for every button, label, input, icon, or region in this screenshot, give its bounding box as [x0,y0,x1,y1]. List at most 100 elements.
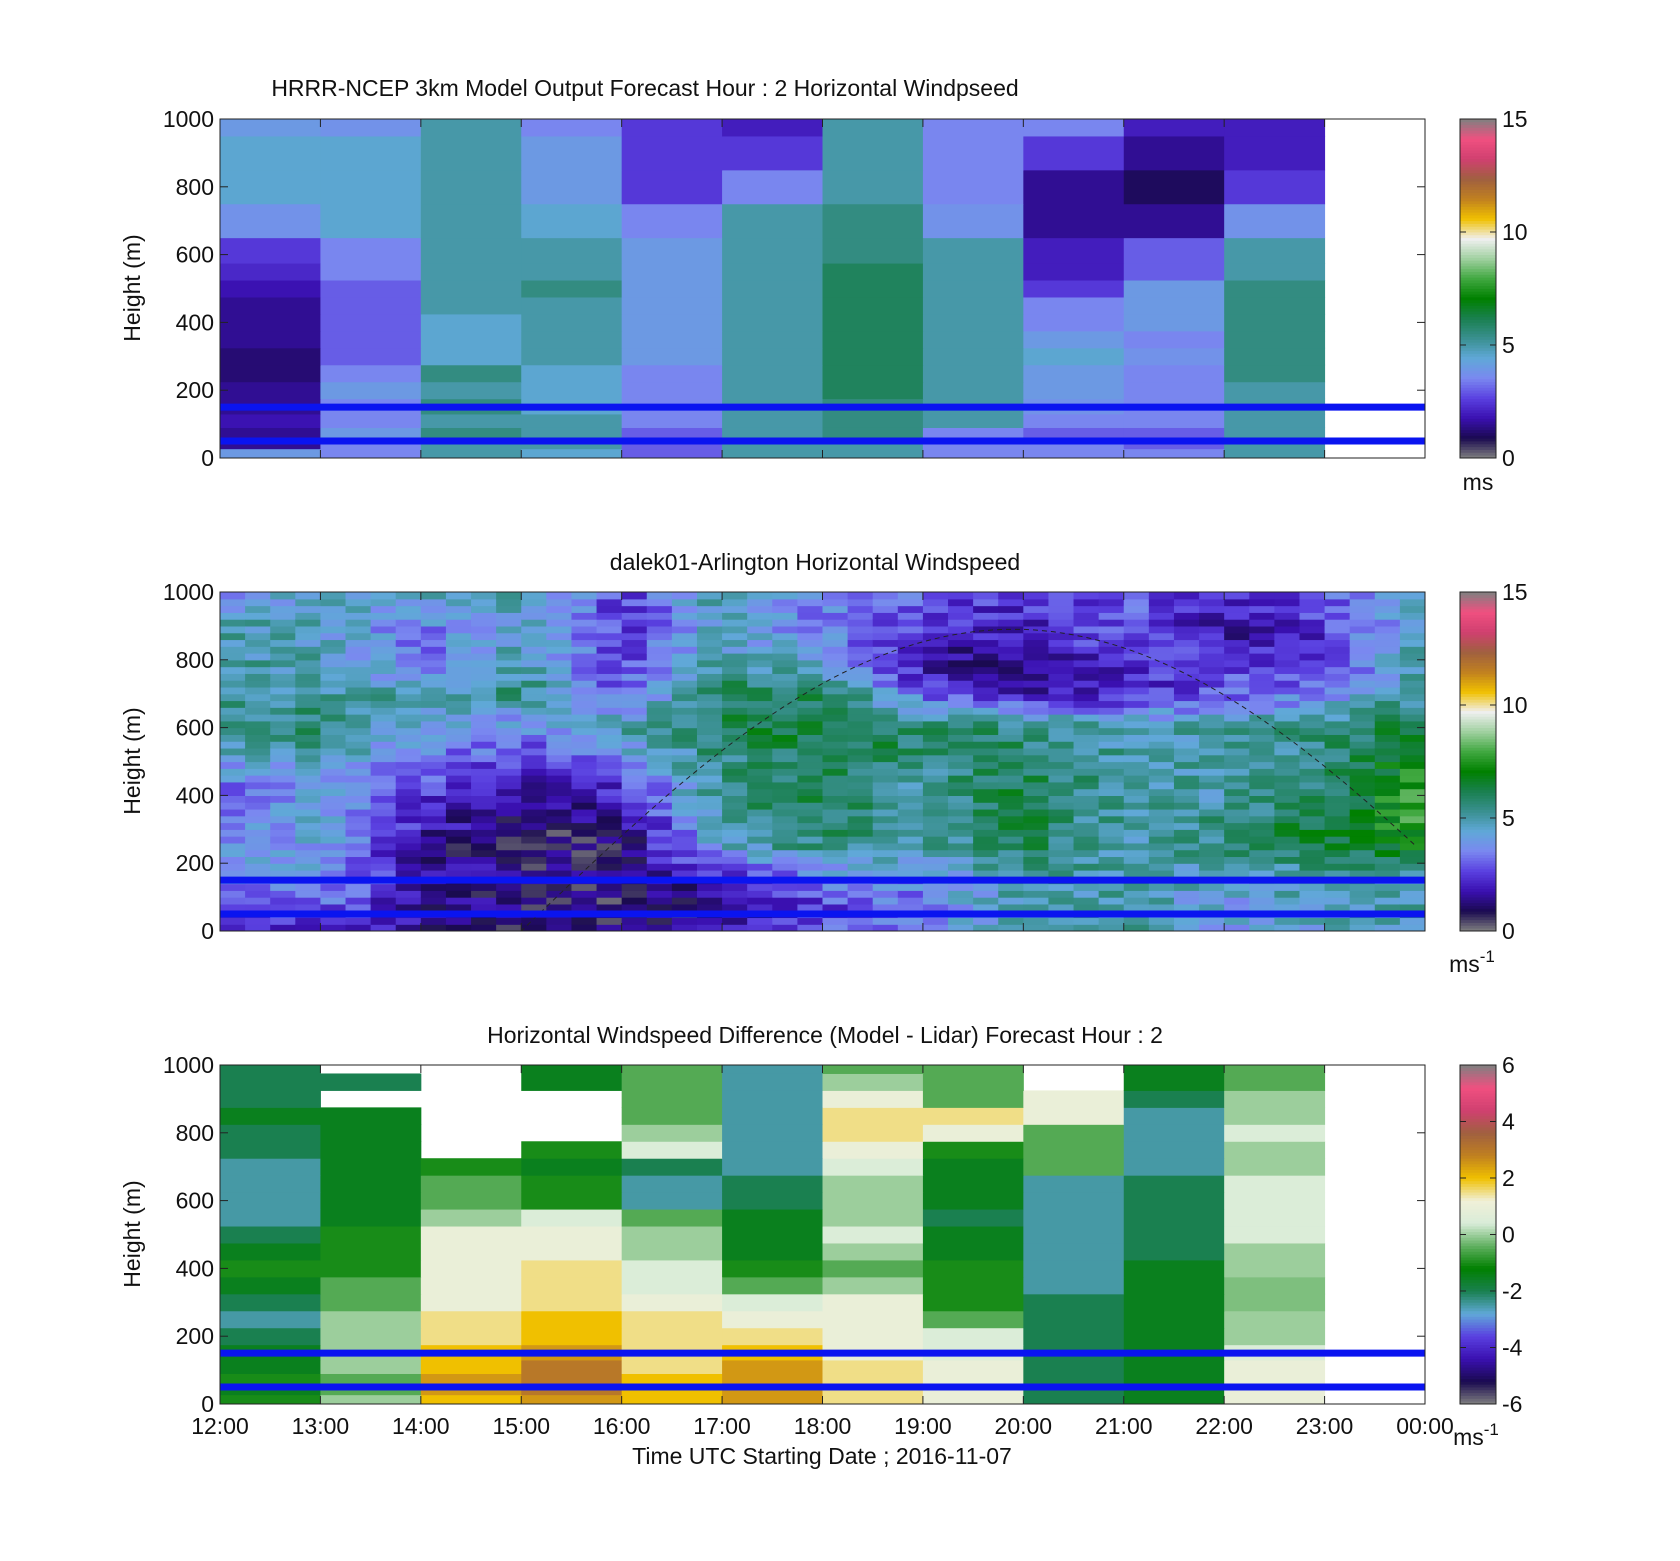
heat-cell [245,856,271,864]
heat-cell [772,829,798,837]
heat-cell [1073,903,1100,912]
heat-cell [1349,917,1376,925]
y-tick-label: 0 [201,1391,214,1417]
heat-cell [1224,714,1250,722]
colorbar-swatch [1460,846,1496,850]
heat-cell [1023,842,1050,851]
heat-cell [1249,754,1275,763]
heat-cell [621,1192,723,1210]
heat-cell [445,775,472,783]
heat-cell [1324,707,1351,715]
heat-cell [1199,788,1225,796]
heat-cell [922,1124,1024,1142]
heat-cell [621,1242,723,1261]
heat-cell [998,802,1024,810]
colorbar-swatch [1460,319,1496,323]
heat-cell [1173,700,1200,708]
heat-cell [345,598,372,607]
heat-cell [320,313,422,332]
heat-cell [671,836,698,844]
heat-cell [395,605,422,613]
heat-cell [1399,673,1425,681]
heat-cell [847,700,874,708]
heat-cell [220,829,246,837]
heat-cell [295,863,322,871]
heat-cell [420,808,447,817]
heat-cell [973,653,999,661]
heat-cell [521,625,547,634]
colorbar-swatch [1460,665,1496,669]
heat-cell [1048,768,1075,776]
x-tick-label: 17:00 [693,1413,751,1439]
heat-cell [948,761,974,769]
heat-cell [948,700,974,708]
heat-cell [922,592,949,600]
heat-cell [1274,605,1301,613]
heat-cell [1173,592,1200,600]
heat-cell [245,754,271,763]
colorbar-swatch [1460,418,1496,422]
colorbar-swatch [1460,1310,1496,1314]
heat-cell [571,903,598,912]
heat-cell [897,842,924,851]
heat-cell [1073,924,1100,931]
heat-cell [521,1394,623,1404]
heat-cell [1224,237,1326,264]
heat-cell [1073,897,1100,905]
heat-cell [471,639,497,647]
heat-cell [521,381,623,400]
heat-cell [973,673,999,681]
heat-cell [320,700,347,708]
heat-cell [1048,653,1075,661]
heat-cell [1123,1242,1225,1261]
colorbar-swatch [1460,313,1496,318]
colorbar-swatch [1460,1370,1496,1374]
colorbar-swatch [1460,452,1496,456]
heat-cell [1123,1327,1225,1346]
heat-cell [1299,829,1326,837]
heat-cell [420,1310,522,1329]
colorbar-swatch [1460,316,1496,320]
heat-cell [1224,707,1250,715]
colorbar-swatch [1460,1101,1496,1105]
heat-cell [1173,632,1200,641]
heat-cell [445,903,472,912]
heat-cell [897,822,924,830]
heat-cell [1349,829,1376,837]
heat-cell [1123,169,1225,205]
heat-cell [1123,1293,1225,1312]
heat-cell [696,714,723,722]
heat-cell [596,815,623,824]
heat-cell [1098,625,1125,634]
heat-cell [948,666,974,674]
heat-cell [1349,781,1376,790]
heat-cell [646,598,673,607]
heat-cell [1274,707,1301,715]
heat-cell [747,741,773,749]
heat-cell [1249,842,1275,851]
heat-cell [922,119,1024,137]
heat-cell [1274,680,1301,688]
heat-cell [747,619,773,627]
heat-cell [445,917,472,925]
x-tick-label: 18:00 [794,1413,852,1439]
heat-cell [1098,653,1125,661]
heat-cell [1199,686,1225,695]
heat-cell [320,917,347,925]
heat-cell [847,775,874,783]
heat-cell [245,808,271,817]
heat-cell [872,592,899,600]
heat-cell [1399,788,1425,796]
heat-cell [948,612,974,620]
heat-cell [621,1175,723,1193]
heat-cell [471,625,497,634]
heat-cell [270,781,296,790]
heat-cell [571,761,598,769]
heat-cell [1299,869,1326,878]
colorbar-swatch [1460,911,1496,915]
heat-cell [1123,720,1150,729]
colorbar-swatch [1460,1228,1496,1233]
colorbar-swatch [1460,806,1496,810]
colorbar-swatch [1460,254,1496,258]
